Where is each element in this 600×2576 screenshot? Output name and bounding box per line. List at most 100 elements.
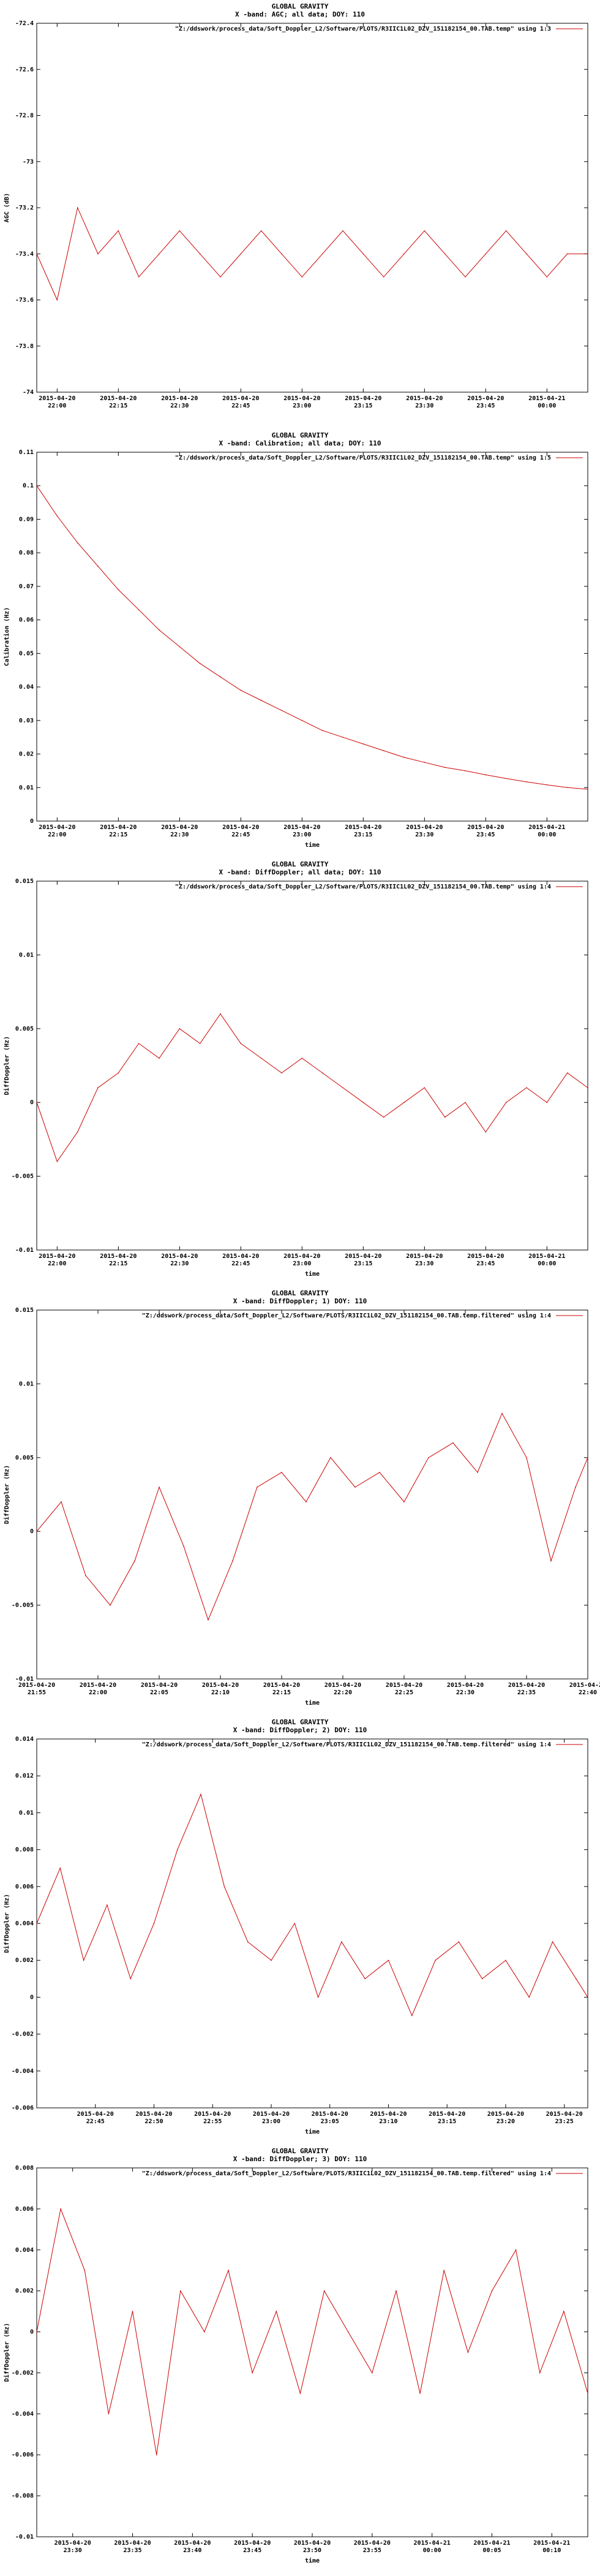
x-tick-label-time: 22:35 — [517, 1689, 536, 1696]
x-tick-label-date: 2015-04-20 — [569, 1682, 600, 1689]
chart-panel: GLOBAL GRAVITY X -band: Calibration; all … — [0, 429, 600, 858]
data-point — [444, 767, 446, 768]
chart-subtitle: X -band: DiffDoppler; 2) DOY: 110 — [233, 1726, 367, 1734]
x-tick-label-time: 21:55 — [28, 1689, 46, 1696]
x-tick-label-date: 2015-04-21 — [414, 2540, 451, 2547]
x-tick-label-time: 22:30 — [170, 832, 189, 838]
legend-label: "Z:/ddswork/process_data/Soft_Doppler_L2… — [142, 1312, 551, 1319]
data-point — [260, 1058, 262, 1059]
data-point — [118, 230, 119, 232]
data-point — [485, 774, 487, 776]
data-point — [575, 1487, 576, 1488]
x-axis-label: time — [305, 1270, 320, 1278]
data-point — [60, 2208, 61, 2210]
x-tick-label-time: 22:00 — [48, 1260, 66, 1267]
data-point — [85, 1575, 86, 1577]
data-point — [132, 2311, 133, 2312]
x-tick-label-date: 2015-04-20 — [447, 1682, 484, 1689]
data-point — [383, 276, 384, 278]
data-point — [138, 1043, 140, 1044]
y-tick-label: 0.005 — [15, 1455, 34, 1461]
y-tick-label: 0.08 — [19, 550, 34, 556]
data-point — [56, 1161, 58, 1162]
chart-panel: GLOBAL GRAVITY X -band: AGC; all data; DO… — [0, 0, 600, 429]
x-tick-label-date: 2015-04-20 — [222, 1253, 259, 1260]
x-tick-label-time: 22:15 — [109, 403, 127, 409]
y-tick-label: -0.005 — [12, 1602, 34, 1609]
data-point — [260, 700, 262, 701]
y-tick-label: 0 — [30, 1099, 34, 1106]
data-point — [477, 1472, 478, 1473]
data-point — [342, 737, 343, 738]
data-point — [485, 253, 487, 255]
data-point — [347, 2331, 349, 2333]
data-point — [330, 1457, 331, 1458]
plot-frame — [36, 881, 588, 1251]
data-point — [179, 1028, 181, 1029]
data-point — [403, 253, 405, 255]
data-point — [281, 1472, 282, 1473]
x-tick-label-date: 2015-04-20 — [135, 2111, 172, 2118]
x-tick-label-date: 2015-04-21 — [528, 824, 565, 831]
data-point — [108, 2413, 110, 2415]
x-tick-label-time: 00:00 — [538, 832, 556, 838]
data-point — [138, 276, 140, 278]
x-tick-label-date: 2015-04-20 — [18, 1682, 55, 1689]
y-tick-label: 0.008 — [15, 1847, 34, 1854]
x-axis-label: time — [305, 2128, 320, 2135]
y-tick-label: -0.005 — [12, 1173, 34, 1180]
y-axis-label: DiffDoppler (Hz) — [3, 1036, 10, 1095]
x-tick-label-date: 2015-04-20 — [161, 1253, 198, 1260]
y-tick-label: -0.002 — [12, 2031, 34, 2038]
x-tick-label-time: 00:00 — [423, 2547, 441, 2554]
x-tick-label-date: 2015-04-20 — [100, 1253, 137, 1260]
data-point — [183, 1545, 184, 1547]
y-tick-label: 0.05 — [19, 650, 34, 657]
data-point — [403, 1102, 405, 1103]
data-point — [220, 1013, 221, 1015]
data-point — [546, 784, 548, 786]
data-point — [550, 1560, 552, 1562]
y-tick-label: -73.8 — [15, 343, 34, 350]
x-tick-label-date: 2015-04-20 — [222, 395, 259, 402]
data-point — [424, 762, 426, 763]
data-point — [97, 1087, 99, 1088]
x-tick-label-date: 2015-04-20 — [294, 2540, 331, 2547]
x-tick-label-time: 23:30 — [415, 403, 433, 409]
data-point — [411, 2015, 413, 2017]
x-tick-label-date: 2015-04-20 — [487, 2111, 524, 2118]
data-point — [481, 1978, 483, 1980]
data-point — [281, 253, 282, 255]
x-tick-label-time: 22:15 — [109, 1260, 127, 1267]
x-tick-label-date: 2015-04-20 — [467, 395, 504, 402]
y-tick-label: 0.006 — [15, 1884, 34, 1890]
y-axis-label: DiffDoppler (Hz) — [3, 2323, 10, 2382]
data-point — [396, 2290, 397, 2292]
data-point — [77, 207, 78, 208]
x-tick-label-time: 00:10 — [542, 2547, 561, 2554]
x-tick-label-time: 23:00 — [293, 1260, 311, 1267]
data-point — [364, 1978, 366, 1980]
y-tick-label: 0.01 — [19, 952, 34, 958]
x-tick-label-date: 2015-04-20 — [263, 1682, 300, 1689]
x-tick-label-time: 23:45 — [476, 1260, 495, 1267]
x-tick-label-time: 00:05 — [482, 2547, 501, 2554]
data-point — [36, 2331, 37, 2333]
chart-subtitle: X -band: DiffDoppler; all data; DOY: 110 — [219, 868, 381, 876]
x-tick-label-date: 2015-04-20 — [406, 824, 443, 831]
x-tick-label-time: 22:25 — [395, 1689, 413, 1696]
series-line — [36, 1013, 588, 1162]
series-line — [36, 1412, 588, 1621]
y-tick-label: 0.11 — [19, 449, 34, 456]
x-tick-label-date: 2015-04-20 — [80, 1682, 116, 1689]
data-point — [321, 1072, 323, 1074]
data-point — [247, 1941, 249, 1942]
y-tick-label: -0.004 — [12, 2068, 34, 2075]
x-tick-label-date: 2015-04-20 — [324, 1682, 361, 1689]
y-tick-label: -72.4 — [15, 20, 34, 27]
